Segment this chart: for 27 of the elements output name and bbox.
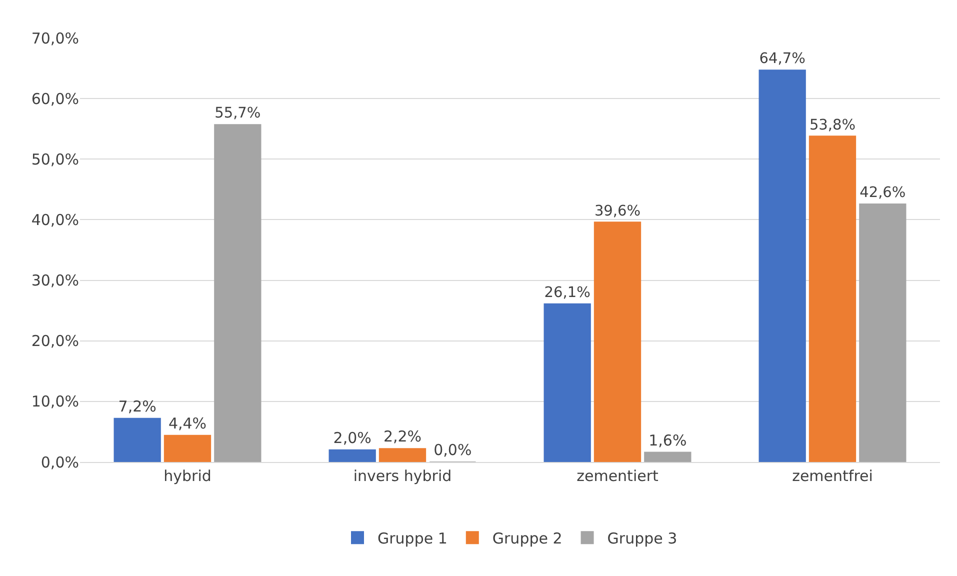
y-tick-label: 70,0% [31, 29, 79, 48]
data-label: 55,7% [214, 106, 261, 122]
x-tick-label: zementfrei [792, 467, 873, 485]
y-tick-label: 60,0% [31, 90, 79, 108]
y-tick-label: 30,0% [31, 272, 79, 290]
data-label: 42,6% [860, 185, 906, 202]
y-tick-label: 10,0% [31, 392, 79, 411]
y-tick-label: 40,0% [31, 210, 79, 229]
data-label: 2,2% [383, 428, 422, 446]
legend-label: Gruppe 1 [378, 529, 448, 548]
data-label: 26,1% [544, 285, 590, 302]
y-tick-label: 0,0% [40, 453, 79, 472]
y-tick-label: 50,0% [31, 150, 79, 168]
data-label: 39,6% [594, 203, 641, 220]
data-label: 53,8% [809, 117, 856, 134]
data-label: 4,4% [168, 414, 207, 432]
legend-label: Gruppe 2 [492, 529, 562, 548]
data-label: 0,0% [434, 441, 472, 459]
legend-label: Gruppe 3 [607, 529, 678, 548]
x-tick-label: zementiert [576, 467, 659, 485]
x-tick-label: hybrid [164, 467, 212, 485]
data-label: 1,6% [648, 431, 687, 450]
data-label: 7,2% [118, 397, 156, 416]
data-label: 64,7% [759, 51, 806, 68]
data-label: 2,0% [333, 428, 372, 447]
x-tick-label: invers hybrid [353, 467, 452, 485]
y-tick-label: 20,0% [31, 332, 79, 350]
